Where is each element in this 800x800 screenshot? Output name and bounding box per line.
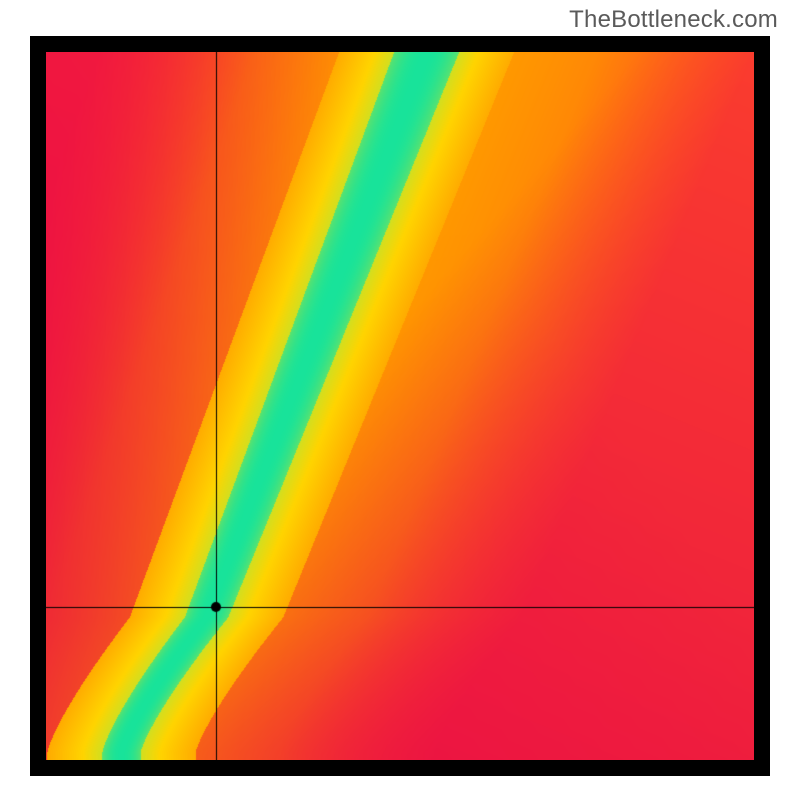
chart-container: TheBottleneck.com	[0, 0, 800, 800]
heatmap-canvas	[46, 52, 754, 760]
watermark-text: TheBottleneck.com	[569, 6, 778, 34]
plot-inner	[46, 52, 754, 760]
